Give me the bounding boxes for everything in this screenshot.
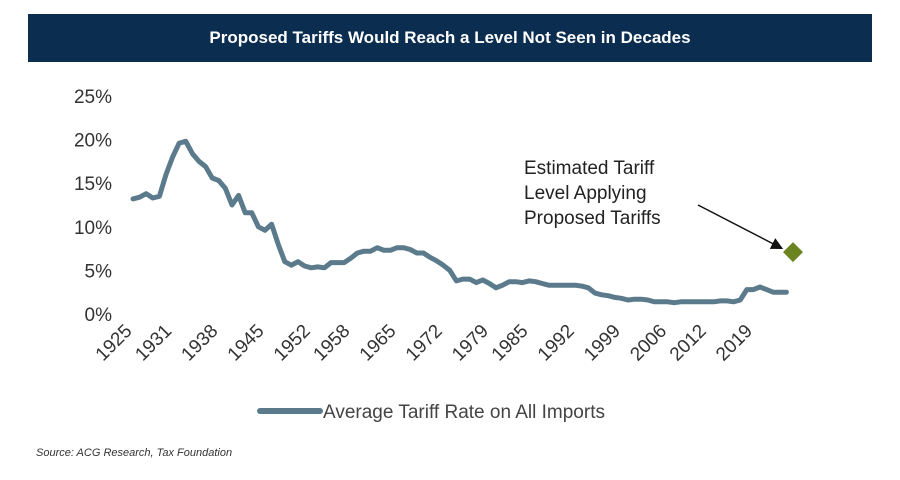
plot-area	[130, 138, 803, 306]
x-tick-label: 2006	[626, 321, 671, 366]
annotation-line: Level Applying	[524, 183, 647, 204]
chart-title-bar: Proposed Tariffs Would Reach a Level Not…	[28, 14, 872, 62]
legend: Average Tariff Rate on All Imports	[257, 402, 605, 423]
x-tick-label: 1952	[270, 321, 315, 366]
x-tick-label: 1965	[356, 321, 401, 366]
estimate-diamond-marker	[783, 242, 803, 263]
y-axis: 0% 5% 10% 15% 20% 25%	[74, 87, 112, 326]
x-tick-label: 1931	[131, 321, 176, 366]
y-tick-label: 15%	[74, 174, 112, 195]
x-tick-label: 1985	[488, 321, 533, 366]
source-note: Source: ACG Research, Tax Foundation	[36, 447, 233, 459]
annotation-line: Proposed Tariffs	[524, 208, 661, 229]
x-tick-label: 1979	[448, 321, 493, 366]
x-tick-label: 1999	[580, 321, 625, 366]
y-tick-label: 25%	[74, 87, 112, 108]
x-tick-label: 2019	[712, 321, 757, 366]
x-tick-label: 1938	[178, 321, 223, 366]
x-tick-label: 1945	[224, 321, 269, 366]
chart-title: Proposed Tariffs Would Reach a Level Not…	[209, 28, 691, 47]
y-tick-label: 0%	[85, 305, 113, 326]
annotation: Estimated Tariff Level Applying Proposed T…	[524, 158, 784, 249]
annotation-line: Estimated Tariff	[524, 158, 655, 179]
x-tick-label: 1972	[402, 321, 447, 366]
y-tick-label: 10%	[74, 218, 112, 239]
x-tick-label: 2012	[666, 321, 711, 366]
y-tick-label: 5%	[85, 261, 113, 282]
legend-label: Average Tariff Rate on All Imports	[323, 402, 605, 423]
y-tick-label: 20%	[74, 131, 112, 152]
annotation-arrow	[697, 204, 784, 249]
x-tick-label: 1925	[92, 321, 137, 366]
series-line-average-tariff	[130, 138, 789, 306]
x-tick-label: 1992	[534, 321, 579, 366]
x-tick-label: 1958	[310, 321, 355, 366]
